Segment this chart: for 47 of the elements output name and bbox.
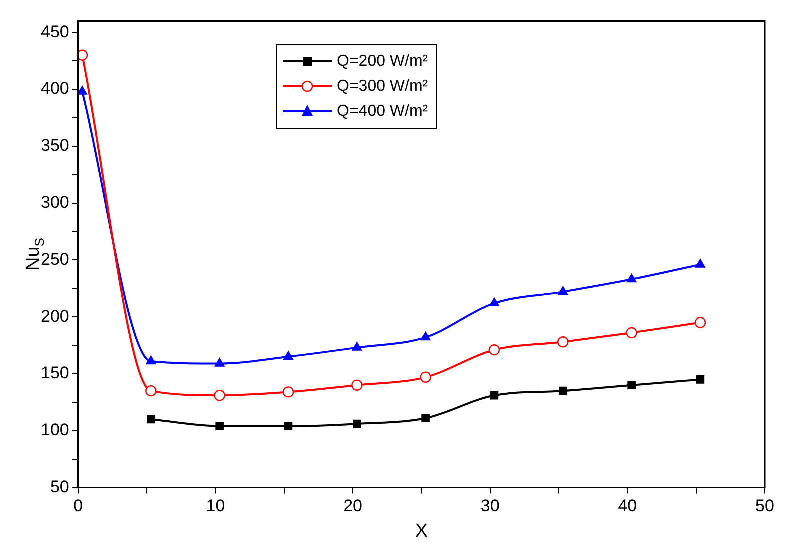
point xyxy=(558,286,568,296)
y-tick-label: 300 xyxy=(40,192,70,212)
point xyxy=(352,380,363,391)
point xyxy=(694,317,706,328)
point xyxy=(490,298,500,307)
point xyxy=(284,351,294,360)
point xyxy=(147,415,156,424)
point xyxy=(696,376,705,384)
y-tick-label: 450 xyxy=(40,22,70,42)
point xyxy=(626,274,637,283)
x-axis-title: X xyxy=(415,520,428,542)
legend-label: Q=200 W/m² xyxy=(337,52,428,72)
point xyxy=(214,390,226,402)
point xyxy=(284,422,293,430)
y-tick-label: 400 xyxy=(40,79,70,98)
y-tick-label: 250 xyxy=(40,250,70,269)
x-tick-label: 10 xyxy=(206,496,226,516)
x-tick-label: 50 xyxy=(756,496,774,516)
point xyxy=(146,385,157,397)
point xyxy=(420,372,432,384)
legend-label: Q=300 W/m² xyxy=(337,77,428,97)
point xyxy=(420,332,431,341)
point xyxy=(626,327,638,339)
point xyxy=(353,420,362,428)
x-tick-label: 20 xyxy=(344,496,362,516)
point xyxy=(696,259,706,268)
point xyxy=(558,336,569,348)
x-tick-label: 40 xyxy=(618,496,638,516)
point xyxy=(282,386,294,398)
x-tick-label: 30 xyxy=(480,496,500,516)
point xyxy=(78,86,88,95)
legend-label: Q=400 W/m² xyxy=(337,102,428,122)
x-tick-label: 0 xyxy=(74,496,84,516)
point xyxy=(214,358,225,367)
point xyxy=(488,344,500,356)
y-tick-label: 200 xyxy=(40,306,70,326)
point xyxy=(490,391,499,400)
y-tick-label: 350 xyxy=(40,136,70,156)
y-tick-label: 50 xyxy=(50,477,70,496)
y-tick-label: 100 xyxy=(40,420,70,440)
point xyxy=(628,381,636,390)
point xyxy=(558,386,568,396)
point xyxy=(216,422,224,430)
point xyxy=(146,356,156,365)
point xyxy=(352,342,362,351)
y-tick-label: 150 xyxy=(40,364,70,383)
point xyxy=(422,414,430,423)
